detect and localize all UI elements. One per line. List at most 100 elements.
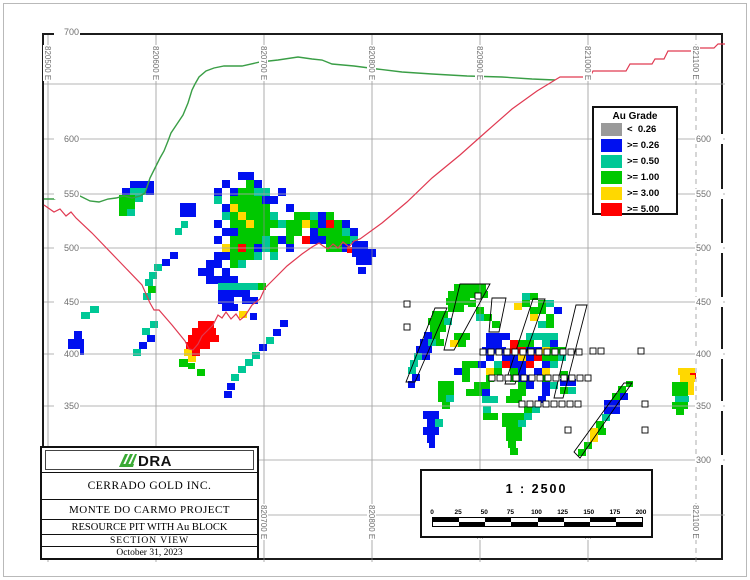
grade-block bbox=[270, 220, 278, 228]
grade-block bbox=[192, 349, 200, 356]
grade-block bbox=[286, 228, 294, 236]
scale-segment bbox=[433, 522, 460, 526]
grade-block bbox=[474, 382, 482, 389]
grade-block bbox=[446, 395, 454, 402]
grade-block bbox=[133, 349, 141, 356]
grade-block bbox=[596, 421, 604, 428]
grade-block bbox=[246, 228, 254, 236]
grade-block bbox=[534, 333, 542, 340]
drill-marker bbox=[560, 374, 568, 382]
grade-block bbox=[318, 228, 326, 236]
legend-title: Au Grade bbox=[612, 111, 658, 122]
grade-block bbox=[238, 260, 246, 268]
grade-block bbox=[454, 284, 462, 291]
grade-block bbox=[538, 396, 546, 403]
drill-marker bbox=[551, 348, 559, 356]
grade-block bbox=[431, 427, 439, 435]
grade-block bbox=[196, 335, 204, 342]
scale-tick-label: 25 bbox=[454, 509, 462, 516]
legend-swatch bbox=[601, 123, 622, 136]
grade-block bbox=[510, 413, 518, 420]
grade-block bbox=[318, 236, 326, 244]
legend-entry: >= 5.00 bbox=[594, 202, 676, 218]
grade-block bbox=[538, 321, 546, 328]
grade-block bbox=[238, 204, 246, 212]
legend-entry: < 0.26 bbox=[594, 122, 676, 138]
vein-outline bbox=[504, 298, 546, 385]
grade-block bbox=[326, 228, 334, 236]
grade-block bbox=[364, 257, 372, 265]
drill-marker bbox=[558, 400, 566, 408]
grade-block bbox=[360, 241, 368, 249]
grade-block bbox=[560, 387, 568, 394]
grade-block bbox=[242, 297, 250, 304]
grade-block bbox=[192, 328, 200, 335]
grade-block bbox=[146, 188, 154, 195]
grade-block bbox=[416, 346, 424, 353]
grade-block bbox=[546, 300, 554, 307]
grade-block bbox=[234, 290, 242, 297]
drill-marker bbox=[641, 426, 649, 434]
elevation-label-right: 600 bbox=[695, 134, 723, 144]
grade-block bbox=[456, 305, 464, 312]
grade-block bbox=[542, 354, 550, 361]
grade-block bbox=[186, 342, 194, 349]
grade-block bbox=[530, 293, 538, 300]
grade-block bbox=[230, 220, 238, 228]
grade-block bbox=[326, 236, 334, 244]
drill-marker bbox=[576, 374, 584, 382]
grade-block bbox=[680, 402, 688, 409]
grade-block bbox=[522, 293, 530, 300]
grade-block bbox=[462, 375, 470, 382]
grade-block bbox=[214, 276, 222, 284]
drill-marker bbox=[575, 348, 583, 356]
grade-block bbox=[342, 236, 350, 244]
grade-block bbox=[147, 335, 155, 342]
grade-block bbox=[259, 344, 267, 351]
grade-block bbox=[612, 407, 620, 414]
grade-block bbox=[534, 354, 542, 361]
grade-block bbox=[238, 252, 246, 260]
grade-block bbox=[262, 228, 270, 236]
grade-block bbox=[358, 267, 366, 274]
drill-marker bbox=[543, 348, 551, 356]
grade-block bbox=[482, 382, 490, 389]
grade-block bbox=[127, 195, 135, 202]
grade-block bbox=[486, 333, 494, 340]
scale-segment bbox=[485, 518, 512, 522]
grade-block bbox=[130, 181, 138, 188]
grade-block bbox=[230, 276, 238, 284]
scale-segment bbox=[537, 518, 564, 522]
grade-block bbox=[483, 413, 491, 420]
legend-entry-label: >= 3.00 bbox=[627, 188, 660, 199]
grade-block bbox=[436, 339, 444, 346]
grade-block bbox=[486, 368, 494, 375]
grade-block bbox=[179, 359, 188, 367]
grade-block bbox=[470, 361, 478, 368]
grade-block bbox=[119, 195, 127, 202]
grade-block bbox=[526, 354, 534, 361]
grade-block bbox=[526, 340, 534, 347]
elevation-label-right: 400 bbox=[695, 349, 723, 359]
grade-block bbox=[568, 387, 576, 394]
grade-block bbox=[238, 212, 246, 220]
grade-block bbox=[427, 435, 435, 443]
easting-label-bottom: 821100 E bbox=[691, 504, 700, 540]
grade-block bbox=[238, 220, 246, 228]
grade-block bbox=[246, 204, 254, 212]
grade-block bbox=[142, 328, 150, 335]
grade-block bbox=[550, 361, 558, 368]
grade-block bbox=[270, 196, 278, 204]
grade-block bbox=[254, 180, 262, 188]
legend-entry: >= 0.26 bbox=[594, 138, 676, 154]
grade-block bbox=[254, 212, 262, 220]
grade-block bbox=[506, 427, 514, 434]
grade-block bbox=[226, 283, 234, 290]
grade-block bbox=[206, 321, 214, 328]
logo-text: DRA bbox=[138, 453, 172, 469]
grade-block bbox=[474, 389, 482, 396]
elevation-label-left: 450 bbox=[54, 297, 80, 307]
grade-block bbox=[230, 228, 238, 236]
elevation-label-right: 550 bbox=[695, 189, 723, 199]
grade-block bbox=[130, 188, 138, 195]
